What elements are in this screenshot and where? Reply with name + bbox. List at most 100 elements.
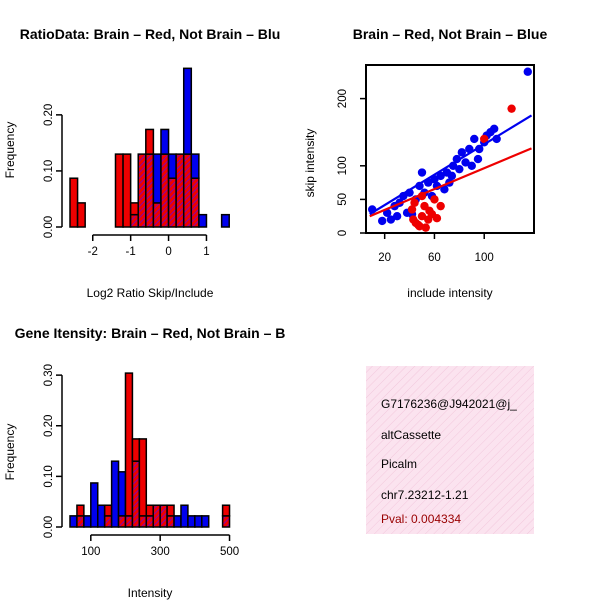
x-tick-label: 20 [378,252,391,264]
brain-bar [124,372,134,517]
not-brain-bar [220,213,230,228]
overlap-bar [160,153,170,228]
not-brain-point [392,212,402,221]
not-brain-point [417,168,427,177]
not-brain-bar [201,515,210,528]
not-brain-point [467,161,476,170]
brain-bar [114,153,124,228]
not-brain-bar [182,67,193,155]
brain-point [409,215,418,224]
x-tick-label: -2 [88,246,98,258]
not-brain-bar [90,482,99,528]
gene-name-text: Picalm [381,457,417,471]
not-brain-point [489,124,499,134]
ratio-hist-xlabel: Log2 Ratio Skip/Include [87,286,214,300]
scatter-xlabel: include intensity [407,286,492,300]
overlap-bar [175,153,185,228]
brain-bar [138,438,148,517]
x-tick-label: 100 [81,546,100,558]
brain-bar [103,504,113,517]
not-brain-bar [83,515,92,528]
not-brain-point [440,185,449,194]
brain-bar [76,202,86,228]
x-tick-label: 1 [203,246,209,258]
not-brain-point [473,154,483,164]
x-tick-label: 100 [475,252,494,264]
ratio-histogram-panel: RatioData: Brain – Red, Not Brain – Blu … [3,26,280,300]
brain-point [421,223,430,232]
x-tick-label: -1 [126,246,136,258]
ratio-hist-title: RatioData: Brain – Red, Not Brain – Blu [20,26,281,42]
x-tick-label: 500 [220,546,239,558]
y-tick-label: 50 [337,193,349,206]
not-brain-bar [180,504,189,528]
overlap-bar [124,515,134,528]
brain-point [430,195,439,204]
x-tick-label: 60 [428,252,441,264]
brain-bar [122,153,132,228]
event-type-text: altCassette [381,428,441,442]
not-brain-fit-line [369,114,533,216]
not-brain-point [436,171,445,181]
brain-point [425,206,434,216]
ratio-hist-bars [69,67,230,228]
not-brain-bar [110,460,120,528]
ratio-hist-ylabel: Frequency [3,122,17,179]
brain-fit-line [369,147,532,218]
event-info-panel: G7176236@J942021@j_ altCassette Picalm c… [366,366,534,534]
not-brain-bar [152,153,162,204]
not-brain-point [523,67,532,76]
overlap-bar [117,515,127,528]
brain-bar [131,438,141,462]
brain-point [480,134,489,144]
not-brain-bar [69,515,78,528]
intensity-hist-axes: 0.00 0.10 0.20 0.30 100 300 500 [43,364,239,558]
brain-bar [69,177,79,228]
overlap-bar [137,153,147,228]
y-tick-label: 0.10 [43,465,55,487]
brain-point [432,214,442,223]
brain-point [410,198,419,207]
brain-bar [145,504,154,517]
not-brain-bar [198,213,208,228]
overlap-bar [152,504,161,528]
not-brain-bar [190,153,200,179]
brain-point [414,220,423,230]
intensity-histogram-panel: Gene Itensity: Brain – Red, Not Brain – … [3,325,285,600]
not-brain-point [461,158,470,167]
x-tick-label: 0 [165,246,171,258]
overlap-bar [129,213,139,228]
y-tick-label: 0.00 [43,516,55,538]
overlap-bar [167,177,177,228]
not-brain-point [455,164,464,174]
not-brain-bar [117,471,127,517]
brain-point [436,201,445,211]
y-tick-label: 100 [337,156,349,175]
brain-bar [166,504,175,517]
not-brain-bar [96,504,106,528]
overlap-bar [138,515,148,528]
info-panel-background [366,366,534,534]
intensity-hist-title: Gene Itensity: Brain – Red, Not Brain – … [15,325,286,341]
overlap-bar [145,153,155,228]
intensity-hist-bars [69,372,231,528]
overlap-bar [221,515,231,528]
brain-bar [145,128,155,155]
y-tick-label: 0.20 [43,415,55,437]
x-tick-label: 300 [151,546,170,558]
location-text: chr7.23212-1.21 [381,488,469,502]
y-tick-label: 0.30 [43,364,55,386]
brain-point [417,212,427,221]
not-brain-point [377,216,387,226]
pval-text: Pval: 0.004334 [381,512,461,526]
overlap-bar [145,515,154,528]
scatter-title: Brain – Red, Not Brain – Blue [353,26,548,42]
scatter-plot-area: 20 60 100 0 50 100 200 [337,64,535,264]
not-brain-bar [173,515,182,528]
overlap-bar [103,515,113,528]
y-tick-label: 0.10 [43,160,55,182]
overlap-bar [152,202,162,228]
y-tick-label: 0.00 [43,216,55,238]
not-brain-bar [194,515,203,528]
